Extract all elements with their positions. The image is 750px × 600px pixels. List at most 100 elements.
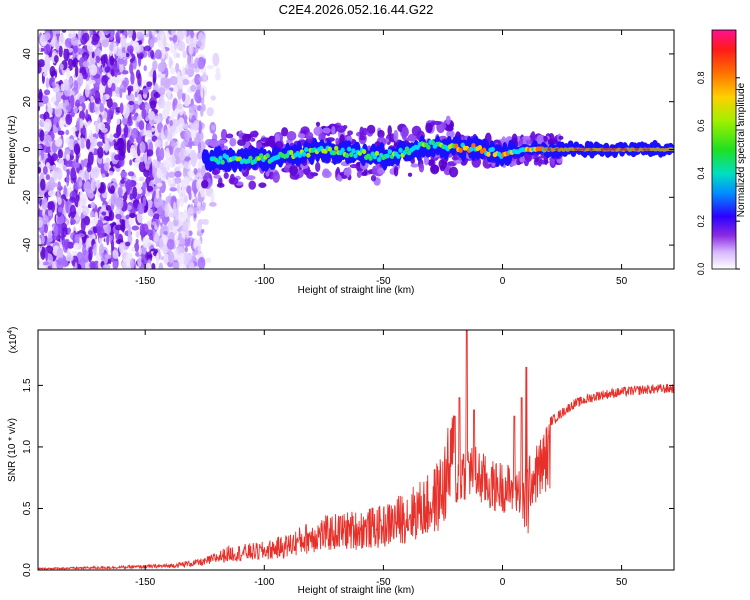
spectrogram-halo-cell [305,131,314,140]
spectrogram-noise-cell [74,65,79,78]
spectrogram-max-cell [604,148,609,151]
spectrogram-noise-cell [123,124,129,138]
spectrogram-noise-cell [82,60,90,68]
colorbar: 0.0 0.2 0.4 0.6 0.8 Normalized spectral ampl… [696,29,747,276]
spectrogram-noise-cell [205,257,212,263]
spectrogram-noise-cell [98,243,105,257]
spectrogram-noise-cell [119,84,124,89]
spectrogram-noise-cell [168,251,175,264]
spectrogram-noise-cell [86,162,92,173]
spectrogram-peak-cell [387,149,393,155]
colorbar-tick-label: 0.0 [696,263,706,276]
spectrogram-noise-cell [197,256,206,269]
spectrogram-noise-cell [57,196,62,206]
spectrogram-noise-cell [95,179,101,189]
snr-x-tick-label: 50 [616,577,628,588]
spectrogram-halo-cell [519,156,525,163]
spectrogram-noise-cell [78,179,83,188]
spectrogram-noise-cell [147,110,155,121]
spectrogram-max-cell [619,148,624,151]
spectrogram-max-cell [657,148,662,151]
spectrogram-noise-cell [107,79,112,89]
spectrogram-max-cell [623,148,628,151]
spectrogram-noise-cell [39,129,45,142]
spectrogram-noise-cell [169,120,173,127]
spectrogram-noise-cell [177,103,183,110]
spectrogram-noise-cell [108,170,114,176]
snr-ylabel: SNR (10 * v/v) [7,418,18,482]
spectrogram-noise-cell [183,162,189,169]
spectrogram-noise-cell [170,141,178,147]
spectrogram-noise-cell [85,237,92,248]
spectrogram-noise-cell [41,95,49,104]
spectrogram-noise-cell [114,154,121,161]
spectrogram-peak-cell [301,151,307,157]
spectrogram-noise-cell [51,153,59,162]
spectrogram-noise-cell [156,168,162,179]
spectrogram-noise-cell [153,91,161,99]
spectrogram-noise-cell [117,186,123,197]
spectrogram-noise-cell [113,66,119,72]
spectrogram-noise-cell [104,253,112,260]
spectrogram-noise-cell [65,253,74,262]
spectrogram-peak-cell [398,147,403,153]
spectrogram-halo-cell [423,154,430,166]
spectrogram-noise-cell [138,52,144,60]
spectrogram-halo-cell [376,167,386,175]
spectrogram-peak-cell [490,146,495,152]
spectrogram-noise-cell [64,37,73,48]
spectrogram-noise-cell [137,255,142,268]
spectrogram-noise-cell [87,230,94,235]
spectrogram-halo-cell [242,133,252,142]
spectrogram-noise-cell [197,168,201,173]
spectrogram-noise-cell [94,90,101,104]
spectrogram-noise-cell [106,88,112,93]
spectrogram-noise-cell [74,161,80,169]
spectrogram-noise-cell [70,126,78,132]
spectrogram-noise-cell [118,242,126,254]
spectrogram-noise-cell [161,216,170,223]
spectrogram-halo-cell [439,164,445,172]
spectrogram-max-cell [608,148,613,151]
spectrogram-noise-cell [182,210,188,220]
spectrogram-noise-cell [137,202,145,215]
spectrogram-noise-cell [78,72,84,87]
spectrogram-halo-cell [249,130,259,138]
spectrogram-noise-cell [132,186,138,200]
spectrogram-noise-cell [138,247,142,256]
spectrogram-noise-cell [112,249,119,259]
spectrogram-noise-cell [160,33,165,40]
spectrogram-noise-cell [134,242,140,253]
spectrogram-halo-cell [220,128,228,141]
spectrogram-noise-cell [168,171,175,179]
spectrogram-noise-cell [53,224,59,237]
snr-y-tick-label: 0.5 [22,501,33,515]
spectrogram-noise-cell [187,207,195,215]
spectrogram-halo-cell [411,125,422,137]
spectrogram-noise-cell [76,120,80,132]
spectrogram-noise-cell [210,95,216,101]
spectrogram-x-ticks: -150 -100 -50 0 50 [135,30,628,287]
spectrogram-noise-cell [118,142,126,157]
spectrogram-noise-cell [82,249,90,263]
spectrogram-noise-cell [102,30,111,35]
spectrogram-noise-cell [117,137,124,144]
spectrogram-halo-cell [511,133,518,145]
snr-x-tick-label: -50 [376,577,391,588]
snr-multiplier: (x104) [7,327,19,354]
spectrogram-noise-cell [122,261,128,269]
spectrogram-noise-cell [128,100,135,106]
spectrogram-peak-cell [404,146,410,152]
spectrogram-noise-cell [188,137,193,149]
spectrogram-noise-cell [162,113,168,120]
spectrogram-noise-cell [85,109,89,120]
spectrogram-peak-cell [216,159,221,165]
spectrogram-noise-cell [96,141,103,147]
spectrogram-noise-cell [127,30,133,39]
spectrogram-noise-cell [179,238,186,248]
spectrogram-noise-cell [80,218,86,232]
spectrogram-noise-cell [101,211,107,216]
spectrogram-noise-cell [172,98,178,106]
spectrogram-noise-cell [195,138,200,145]
spectrogram-noise-cell [42,261,50,266]
